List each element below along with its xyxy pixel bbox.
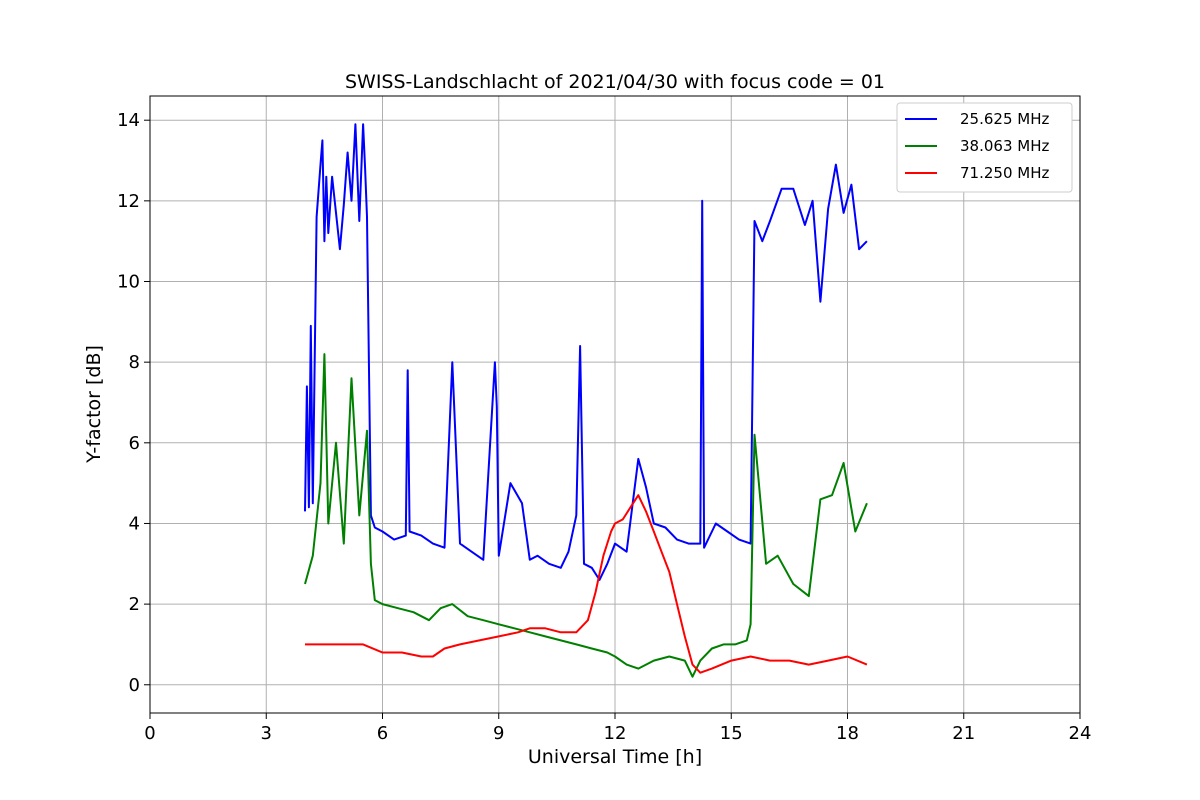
y-tick-label: 2 [129, 594, 140, 615]
y-tick-label: 8 [129, 352, 140, 373]
x-tick-label: 24 [1069, 723, 1092, 744]
legend-label-2: 38.063 MHz [960, 137, 1049, 155]
legend: 25.625 MHz 38.063 MHz 71.250 MHz [896, 102, 1073, 193]
chart-title: SWISS-Landschlacht of 2021/04/30 with fo… [345, 71, 885, 93]
y-axis-title: Y-factor [dB] [83, 345, 105, 464]
x-tick-label: 15 [720, 723, 743, 744]
x-tick-label: 0 [144, 723, 155, 744]
y-tick-label: 14 [117, 110, 140, 131]
y-tick-label: 6 [129, 433, 140, 454]
x-tick-label: 3 [261, 723, 272, 744]
x-tick-label: 18 [836, 723, 859, 744]
series-layer [304, 123, 868, 678]
y-tick-label: 4 [129, 513, 140, 534]
y-tick-label: 0 [129, 675, 140, 696]
x-tick-label: 6 [377, 723, 388, 744]
series-line-2 [304, 353, 868, 678]
x-tick-label: 9 [493, 723, 504, 744]
legend-label-1: 25.625 MHz [960, 110, 1049, 128]
series-line-3 [305, 494, 868, 674]
series-line-1 [304, 123, 868, 581]
legend-label-3: 71.250 MHz [960, 164, 1049, 182]
x-tick-label: 12 [604, 723, 627, 744]
legend-box [896, 102, 1073, 193]
y-tick-label: 12 [117, 191, 140, 212]
x-tick-label: 21 [952, 723, 975, 744]
y-tick-label: 10 [117, 272, 140, 293]
x-axis-title: Universal Time [h] [528, 746, 702, 768]
